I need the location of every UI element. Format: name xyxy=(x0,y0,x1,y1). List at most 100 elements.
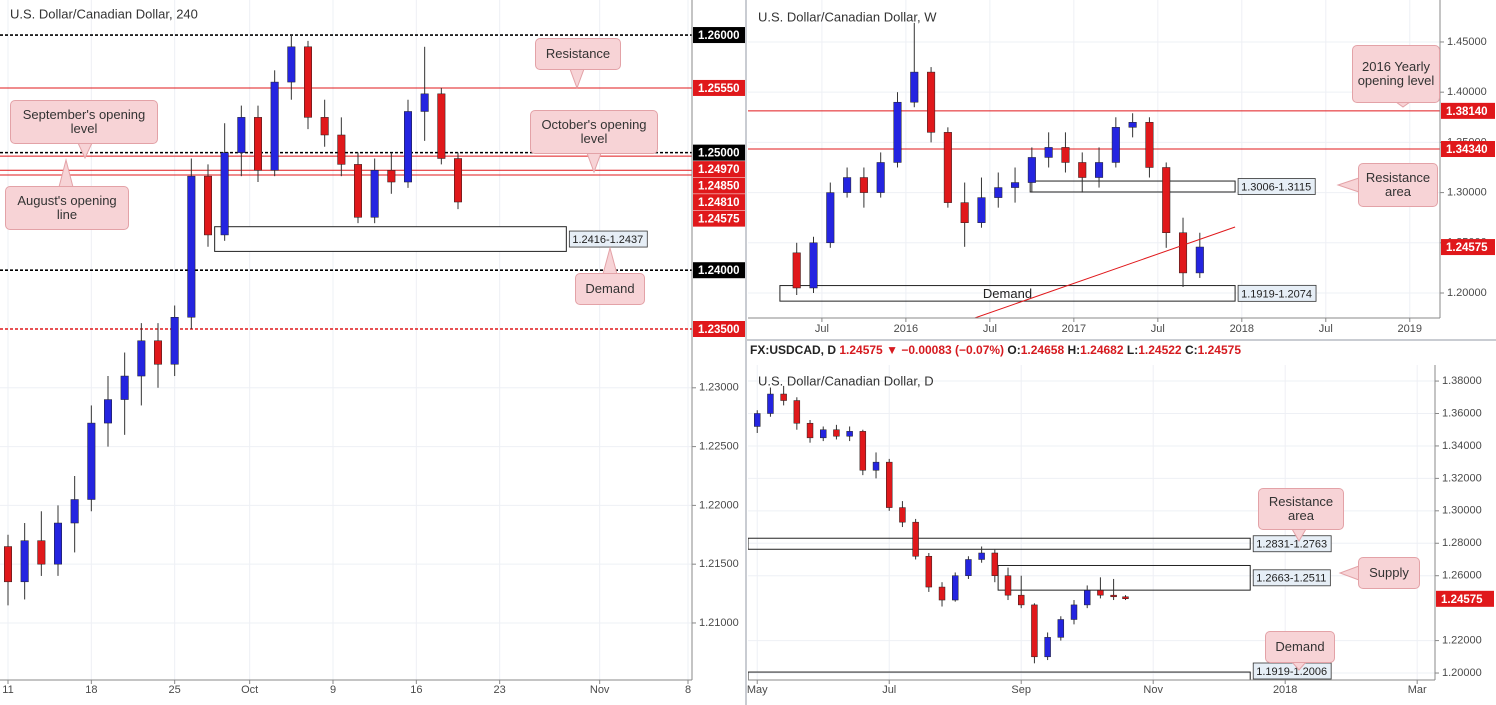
candle-body xyxy=(437,93,446,159)
candle-body xyxy=(927,71,936,133)
candle-body xyxy=(820,429,827,439)
y-tick-label: 1.30000 xyxy=(1442,505,1482,517)
price-tag-label: 1.26000 xyxy=(698,30,740,42)
candle-body xyxy=(767,393,774,414)
candle-body xyxy=(337,134,346,165)
price-tag xyxy=(693,262,745,279)
y-tick-label: 1.21000 xyxy=(699,617,739,629)
candle-body xyxy=(886,461,893,508)
x-tick-label: Oct xyxy=(241,684,258,696)
x-tick-label: Jul xyxy=(983,323,997,335)
candle-body xyxy=(170,316,179,365)
zone xyxy=(779,285,1236,302)
candle-body xyxy=(4,546,12,583)
ohlc-value: 1.24682 xyxy=(1080,343,1124,357)
candle-body xyxy=(1057,619,1065,638)
zone-label: 1.2663-1.2511 xyxy=(1256,573,1326,585)
callout: Resistance area xyxy=(1258,488,1344,530)
candle-body xyxy=(859,177,868,193)
candle-body xyxy=(54,522,62,565)
x-tick-label: Mar xyxy=(1408,684,1427,696)
ohlc-label: H: xyxy=(1067,343,1081,357)
x-tick-label: 16 xyxy=(410,684,422,696)
candle-body xyxy=(912,521,919,557)
price-tag xyxy=(693,27,745,44)
candle-body xyxy=(1162,167,1171,234)
zone xyxy=(1029,180,1236,193)
y-tick-label: 1.36000 xyxy=(1442,407,1482,419)
callout: Resistance xyxy=(535,38,621,70)
candle-body xyxy=(1017,594,1025,606)
candle-body xyxy=(20,540,29,583)
candle-body xyxy=(287,46,296,83)
candle-body xyxy=(977,197,986,223)
x-tick-label: Jul xyxy=(882,684,896,696)
candle-body xyxy=(237,117,246,153)
zone-label-box xyxy=(1252,535,1332,553)
ohlc-value: 1.24522 xyxy=(1138,343,1182,357)
plot-area xyxy=(748,365,1435,680)
x-tick-label: 25 xyxy=(169,684,181,696)
y-tick-label: 1.23000 xyxy=(699,382,739,394)
price-tag-label: 1.38140 xyxy=(1446,106,1488,118)
price-tag xyxy=(693,321,745,338)
y-tick-label: 1.34000 xyxy=(1442,440,1482,452)
candle-body xyxy=(893,101,902,163)
chart-title: U.S. Dollar/Canadian Dollar, 240 xyxy=(10,6,198,21)
candle-body xyxy=(1145,122,1154,168)
last-price: 1.24575 xyxy=(839,343,883,357)
price-tag xyxy=(693,194,745,211)
candle-body xyxy=(826,192,835,244)
y-tick-label: 1.45000 xyxy=(1447,36,1487,48)
candle-body xyxy=(1111,127,1120,163)
candle-body xyxy=(87,422,96,500)
price-tag xyxy=(1441,102,1495,119)
candle-body xyxy=(1027,157,1036,183)
candle-body xyxy=(872,461,880,471)
price-tag-label: 1.24575 xyxy=(1441,594,1483,606)
x-tick-label: 9 xyxy=(330,684,336,696)
y-tick-label: 1.30000 xyxy=(1447,186,1487,198)
y-tick-label: 1.32000 xyxy=(1442,472,1482,484)
x-tick-label: Jul xyxy=(1151,323,1165,335)
candle-body xyxy=(454,158,462,203)
x-tick-label: Nov xyxy=(1143,684,1163,696)
candle-body xyxy=(994,187,1003,198)
candle-body xyxy=(1070,604,1078,620)
y-tick-label: 1.28000 xyxy=(1442,537,1482,549)
candle-body xyxy=(387,170,396,183)
x-tick-label: 2016 xyxy=(894,323,918,335)
chart-title: U.S. Dollar/Canadian Dollar, W xyxy=(758,9,937,24)
ohlc-value: 1.24575 xyxy=(1197,343,1242,357)
price-tag xyxy=(693,177,745,194)
plot-area xyxy=(0,0,692,680)
price-tag-label: 1.24000 xyxy=(698,265,740,277)
candle-body xyxy=(991,552,999,576)
ohlc-label: C: xyxy=(1184,343,1198,357)
zone-label-box xyxy=(1237,284,1317,302)
price-tag-label: 1.24810 xyxy=(698,197,740,209)
x-tick-label: 18 xyxy=(85,684,97,696)
candle-body xyxy=(1078,162,1087,178)
price-tag xyxy=(693,161,745,178)
candle-body xyxy=(925,555,933,588)
zone xyxy=(748,671,1251,680)
candle-body xyxy=(754,413,761,427)
x-tick-label: 23 xyxy=(494,684,506,696)
candle-body xyxy=(1178,232,1188,274)
x-tick-label: Jul xyxy=(1319,323,1333,335)
price-tag xyxy=(693,79,745,96)
price-tag-label: 1.23500 xyxy=(698,324,740,336)
y-tick-label: 1.38000 xyxy=(1442,375,1482,387)
x-tick-label: Nov xyxy=(590,684,610,696)
price-tag-label: 1.24575 xyxy=(1446,242,1488,254)
candle-body xyxy=(37,540,46,565)
candle-body xyxy=(370,170,379,218)
candle-body xyxy=(1061,147,1070,163)
zone-label: 1.1919-1.2074 xyxy=(1241,288,1312,300)
chart-panel: 1.20000 1.22000 1.26000 1.28000 1.30000 1.320… xyxy=(747,365,1494,696)
ohlc-label: L: xyxy=(1126,343,1139,357)
